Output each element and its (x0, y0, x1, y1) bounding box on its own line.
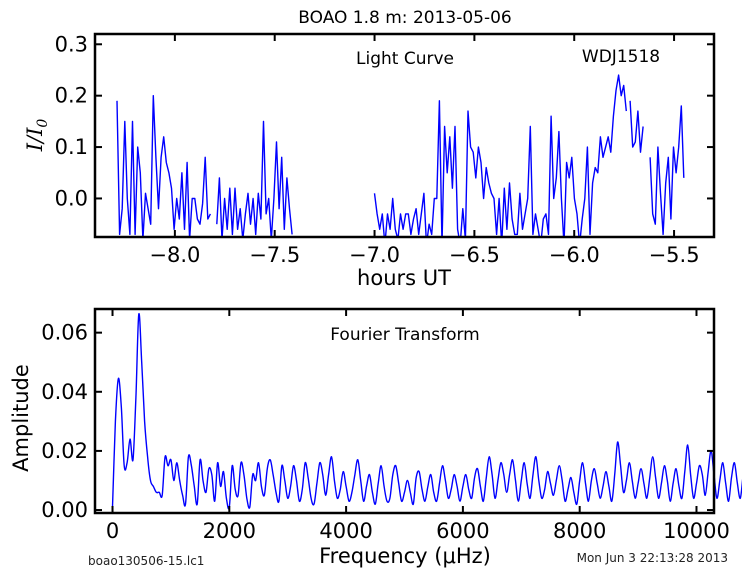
fourier-ytick-label: 0.04 (41, 380, 88, 404)
fourier-xtick-label: 10000 (663, 519, 730, 543)
light-curve-title: Light Curve (356, 49, 454, 69)
fourier-xtick-label: 6000 (436, 519, 489, 543)
light-curve-xtick-label: −7.0 (349, 243, 400, 267)
light-curve-ylabel: I/I0 (23, 119, 51, 153)
timestamp-footer: Mon Jun 3 22:13:28 2013 (577, 551, 728, 565)
light-curve-frame (93, 32, 716, 239)
filename-footer: boao130506-15.lc1 (88, 554, 204, 568)
figure-title: BOAO 1.8 m: 2013-05-06 (298, 8, 512, 28)
light-curve-xtick-label: −6.0 (549, 243, 600, 267)
light-curve-xtick-label: −5.5 (649, 243, 700, 267)
fourier-ytick-label: 0.02 (41, 439, 88, 463)
light-curve-segment-3 (629, 100, 644, 153)
light-curve-panel: −8.0 −7.5 −7.0 −6.5 −6.0 −5.5 0.0 0.1 0.2 0.3 Lig… (23, 32, 716, 290)
light-curve-segment-4 (649, 105, 685, 236)
star-name-label: WDJ1518 (582, 47, 660, 67)
light-curve-ytick-label: 0.2 (55, 84, 88, 108)
fourier-ytick-label: 0.06 (41, 321, 88, 345)
fourier-xtick-label: 0 (106, 519, 119, 543)
fourier-xtick-label: 4000 (319, 519, 372, 543)
fourier-xtick-label: 8000 (553, 519, 606, 543)
fourier-panel: 0 2000 4000 6000 8000 10000 0.00 0.02 0.04 0.06 F… (9, 307, 742, 568)
fourier-ticks: 0 2000 4000 6000 8000 10000 0.00 0.02 0.04 0.06 (41, 309, 730, 543)
fourier-title: Fourier Transform (330, 325, 479, 345)
light-curve-ticks: −8.0 −7.5 −7.0 −6.5 −6.0 −5.5 0.0 0.1 0.2 0.3 (55, 32, 714, 267)
fourier-xlabel: Frequency (μHz) (319, 544, 491, 568)
fourier-xtick-label: 2000 (203, 519, 256, 543)
light-curve-xtick-label: −7.5 (249, 243, 300, 267)
fourier-ylabel: Amplitude (9, 364, 33, 472)
light-curve-segment-0 (116, 94, 212, 237)
light-curve-series (116, 74, 685, 237)
light-curve-xtick-label: −6.5 (449, 243, 500, 267)
fourier-ytick-label: 0.00 (41, 498, 88, 522)
fourier-series (111, 313, 742, 510)
fourier-frame (93, 307, 716, 515)
light-curve-ytick-label: 0.1 (55, 135, 88, 159)
light-curve-segment-2 (373, 74, 627, 237)
light-curve-xlabel: hours UT (357, 266, 451, 290)
light-curve-ytick-label: 0.0 (55, 186, 88, 210)
fourier-amplitude-line (111, 313, 742, 510)
light-curve-segment-1 (216, 120, 293, 237)
light-curve-xtick-label: −8.0 (149, 243, 200, 267)
light-curve-ytick-label: 0.3 (55, 32, 88, 56)
